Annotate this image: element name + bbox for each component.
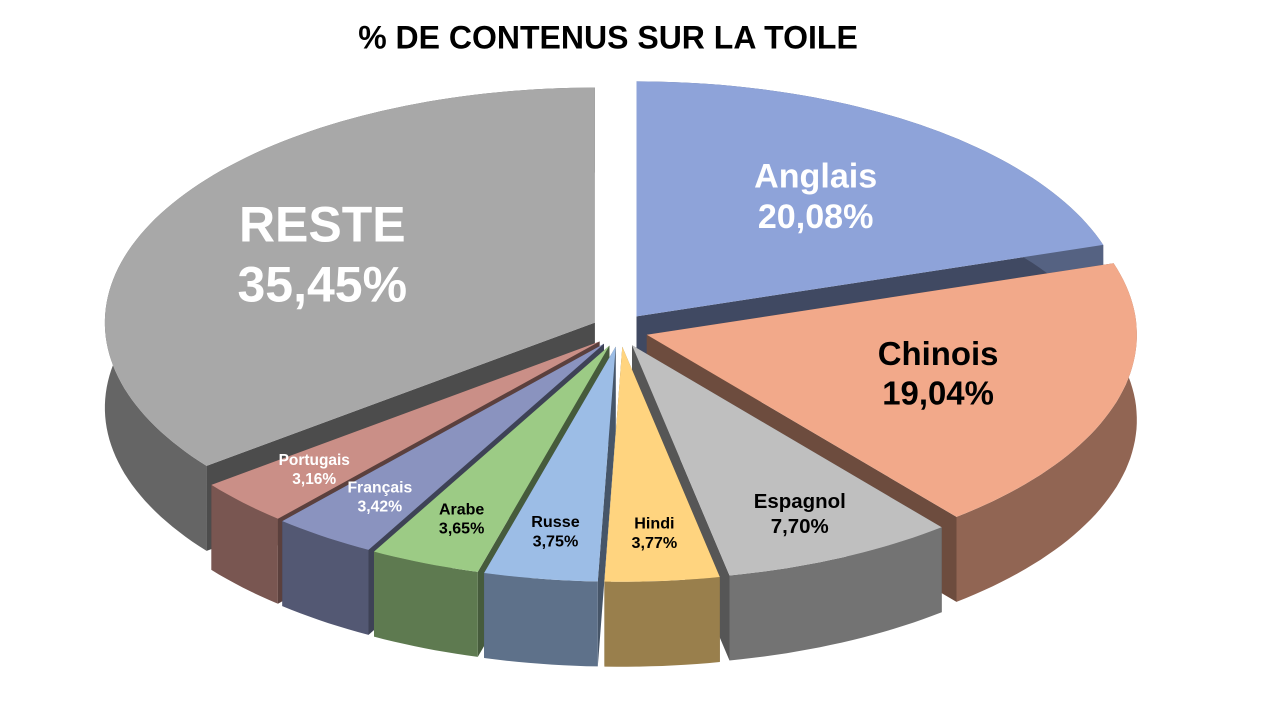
- value-label: 3,75%: [533, 532, 579, 550]
- category-label: Arabe: [439, 501, 484, 518]
- slice: [282, 343, 604, 550]
- value-label: 35,45%: [237, 256, 407, 312]
- value-label: 3,42%: [358, 499, 403, 516]
- slice-side: [374, 551, 478, 657]
- slice: [484, 346, 616, 582]
- value-label: 7,70%: [771, 515, 829, 538]
- slice-side: [211, 484, 278, 604]
- category-label: Espagnol: [754, 490, 846, 513]
- slice: [211, 341, 600, 519]
- value-label: 3,77%: [632, 534, 678, 552]
- category-label: Hindi: [634, 515, 674, 533]
- category-label: RESTE: [239, 196, 406, 252]
- slice-side: [729, 527, 942, 661]
- chart-title: % DE CONTENUS SUR LA TOILE: [358, 19, 858, 55]
- slice: [604, 346, 720, 582]
- slice: [646, 263, 1137, 517]
- slice-side: [956, 263, 1137, 602]
- value-label: 20,08%: [758, 198, 874, 236]
- slice: [636, 81, 1104, 317]
- category-label: Chinois: [878, 335, 999, 372]
- slice-side: [484, 573, 598, 667]
- value-label: 3,65%: [439, 521, 484, 538]
- value-label: 19,04%: [882, 375, 994, 412]
- slice: [374, 345, 610, 572]
- slice: [632, 345, 942, 576]
- category-label: Portugais: [279, 452, 350, 469]
- slice-side: [282, 521, 369, 635]
- value-label: 3,16%: [292, 471, 336, 488]
- category-label: Français: [347, 480, 412, 497]
- slice: [104, 87, 595, 466]
- category-label: Russe: [531, 513, 579, 531]
- category-label: Anglais: [754, 157, 877, 195]
- slice-tops: [104, 81, 1137, 582]
- slice-side: [604, 577, 720, 667]
